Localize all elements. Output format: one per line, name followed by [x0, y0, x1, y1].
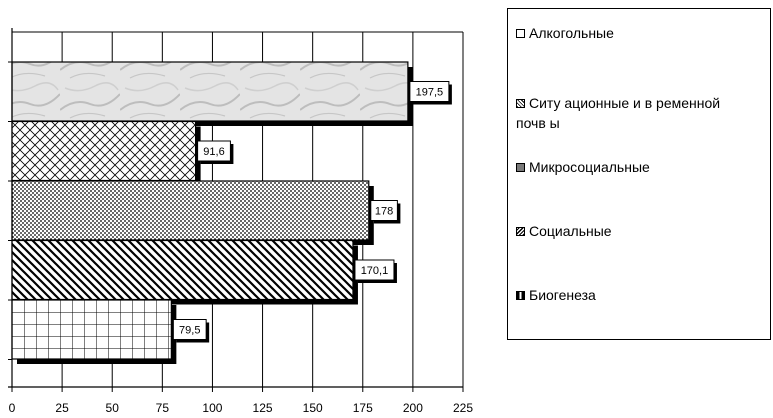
legend-swatch-icon: [516, 162, 525, 172]
data-label-box: [197, 140, 231, 162]
bar: [11, 239, 354, 301]
legend-swatch-icon: [516, 226, 525, 236]
legend-label: Биогенеза: [529, 287, 596, 303]
x-tick-label: 50: [106, 401, 120, 415]
legend-label: Социальные: [529, 223, 612, 239]
data-label: 79,5: [179, 325, 200, 337]
data-label: 197,5: [416, 87, 444, 99]
x-tick-label: 225: [453, 401, 473, 415]
data-label-box: [409, 81, 450, 102]
data-label: 170,1: [361, 265, 389, 277]
x-tick-label: 100: [202, 401, 222, 415]
bar: [11, 61, 409, 122]
x-tick-labels: 0 25 50 75 100 125 150 175 200 225: [9, 387, 473, 415]
legend-swatch-icon: [516, 28, 525, 38]
data-label-box: [370, 200, 398, 221]
x-tick-label: 75: [156, 401, 170, 415]
legend-label: Микросоциальные: [529, 159, 650, 175]
x-tick-label: 25: [55, 401, 69, 415]
data-label: 91,6: [203, 146, 224, 158]
legend-item-alcohol: Алкогольные: [516, 23, 768, 43]
axes: [8, 28, 463, 388]
legend-label: Ситу ационные и в ременной: [529, 95, 721, 111]
bars: [11, 61, 413, 364]
legend-item-biogenesis: Биогенеза: [516, 285, 768, 305]
legend: Алкогольные Ситу ационные и в ременной п…: [507, 8, 771, 340]
legend-label-continued: почв ы: [516, 115, 560, 131]
legend-swatch-icon: [516, 98, 525, 108]
legend-swatch-icon: [516, 290, 525, 300]
bar-chart: 0 25 50 75 100 125 150 175 200 225 197,5 91,6 178 17…: [8, 28, 473, 415]
legend-label: Алкогольные: [529, 25, 614, 41]
x-tick-label: 0: [9, 401, 16, 415]
data-label-box: [172, 319, 207, 340]
data-label: 178: [375, 206, 393, 218]
x-tick-label: 125: [253, 401, 273, 415]
legend-item-microsocial: Микросоциальные: [516, 157, 768, 177]
legend-item-social: Социальные: [516, 221, 768, 241]
bar: [11, 120, 197, 182]
bar: [11, 180, 370, 241]
data-label-box: [354, 259, 395, 281]
data-labels: 197,5 91,6 178 170,1 79,5: [172, 81, 452, 343]
x-tick-label: 200: [403, 401, 423, 415]
x-tick-label: 150: [303, 401, 323, 415]
x-tick-label: 175: [353, 401, 373, 415]
bar: [11, 299, 172, 360]
legend-item-situational: Ситу ационные и в ременной почв ы: [516, 93, 768, 133]
